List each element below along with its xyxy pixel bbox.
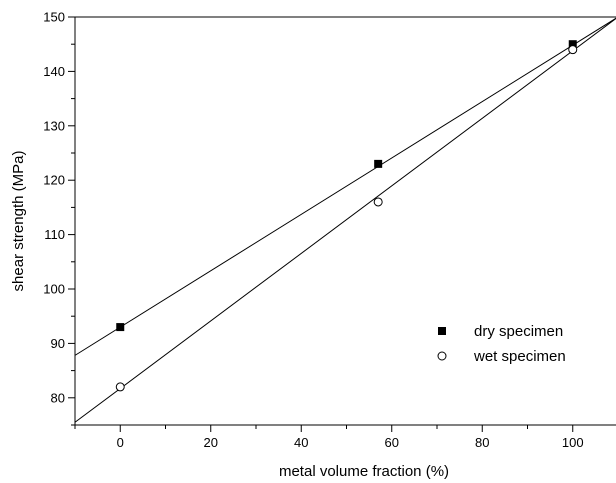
x-tick-label: 20 (204, 435, 218, 450)
legend-marker-dry (438, 327, 446, 335)
x-tick-label: 100 (562, 435, 584, 450)
y-axis-title: shear strength (MPa) (10, 151, 27, 292)
y-tick-label: 110 (44, 227, 65, 242)
y-axis-ticks: 80 90 100 110 120 130 140 150 (43, 10, 75, 426)
wet-point (373, 197, 383, 207)
dry-point (374, 159, 383, 168)
y-tick-label: 100 (43, 282, 65, 297)
fit-lines (74, 17, 616, 423)
y-tick-label: 140 (43, 64, 65, 79)
y-tick-label: 150 (43, 10, 65, 25)
x-tick-label: 80 (475, 435, 489, 450)
wet-point (115, 382, 125, 392)
fit-line-dry (74, 17, 616, 356)
x-axis-ticks: 0 20 40 60 80 100 (74, 425, 584, 450)
x-tick-label: 0 (117, 435, 124, 450)
legend: dry specimen wet specimen (437, 323, 566, 365)
data-markers (115, 40, 578, 392)
y-tick-label: 130 (43, 118, 65, 133)
x-tick-label: 40 (294, 435, 308, 450)
wet-point (568, 45, 578, 55)
y-tick-label: 80 (51, 390, 65, 405)
legend-marker-wet (437, 351, 447, 361)
y-tick-label: 90 (51, 336, 65, 351)
x-axis-title: metal volume fraction (%) (279, 463, 449, 480)
legend-label-wet: wet specimen (473, 348, 566, 365)
legend-label-dry: dry specimen (474, 323, 563, 340)
y-tick-label: 120 (43, 173, 65, 188)
dry-point (568, 40, 577, 49)
dry-point (116, 323, 125, 332)
x-tick-label: 60 (385, 435, 399, 450)
fit-line-wet (74, 17, 616, 423)
